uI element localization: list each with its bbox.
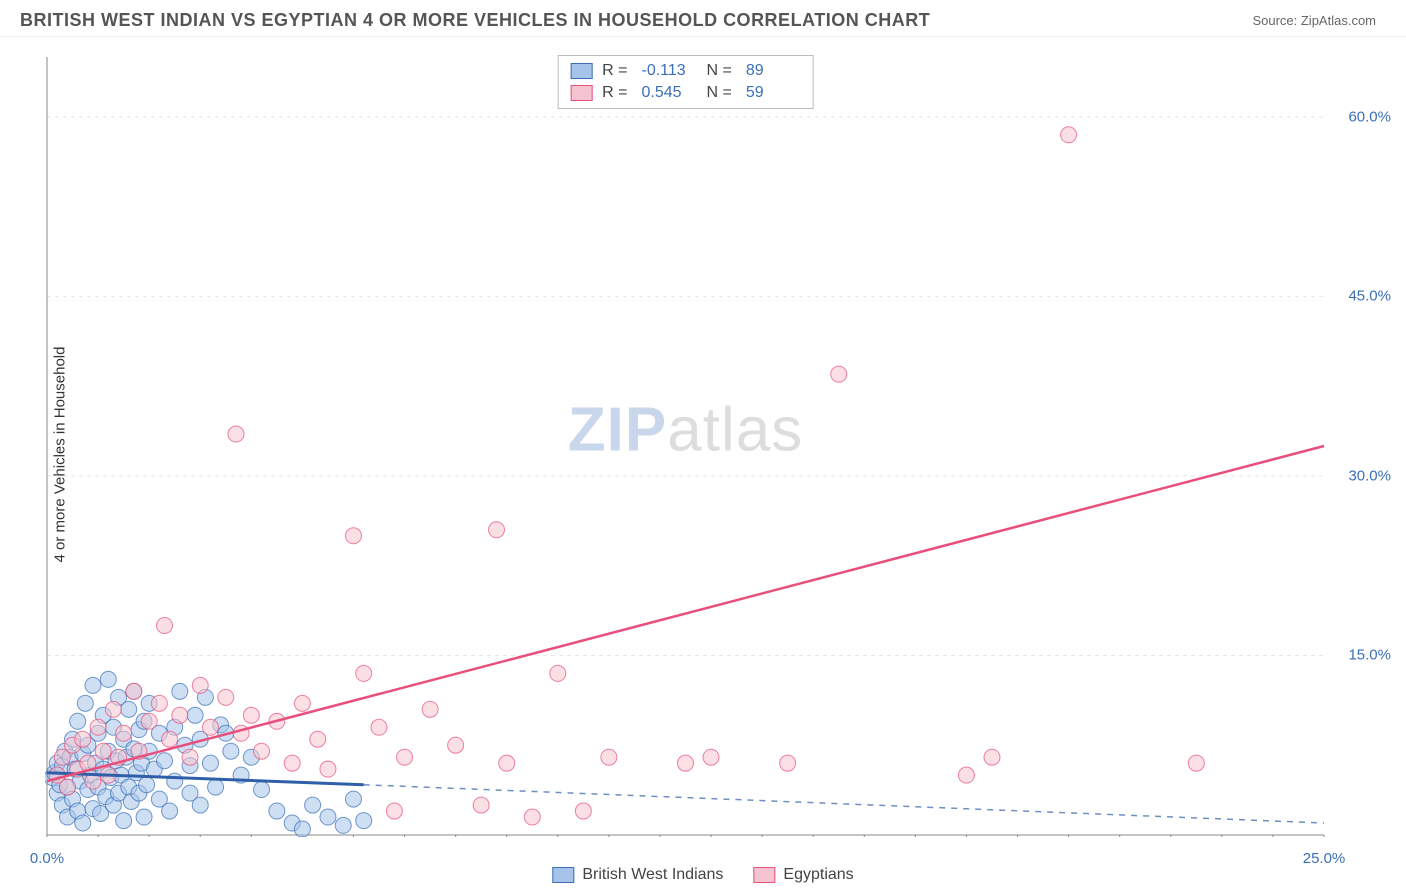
x-tick: 0.0%: [30, 850, 64, 867]
legend-label-egy: Egyptians: [783, 866, 853, 884]
n-value-bwi: 89: [746, 62, 801, 80]
y-tick: 45.0%: [1348, 288, 1391, 305]
header-bar: BRITISH WEST INDIAN VS EGYPTIAN 4 OR MOR…: [0, 0, 1406, 37]
r-label: R =: [602, 62, 627, 80]
legend-row-egy: R = 0.545 N = 59: [570, 82, 801, 104]
legend-row-bwi: R = -0.113 N = 89: [570, 60, 801, 82]
y-tick: 30.0%: [1348, 467, 1391, 484]
r-value-egy: 0.545: [642, 84, 697, 102]
legend-item-egy: Egyptians: [753, 866, 853, 884]
source-attribution: Source: ZipAtlas.com: [1252, 13, 1376, 28]
chart-area: 4 or more Vehicles in Household 15.0%30.…: [45, 55, 1326, 837]
legend-item-bwi: British West Indians: [552, 866, 723, 884]
correlation-legend: R = -0.113 N = 89 R = 0.545 N = 59: [557, 55, 814, 109]
legend-label-bwi: British West Indians: [582, 866, 723, 884]
r-label: R =: [602, 84, 627, 102]
swatch-egy: [753, 867, 775, 883]
swatch-egy: [570, 85, 592, 101]
series-legend: British West Indians Egyptians: [552, 866, 853, 884]
y-tick: 60.0%: [1348, 108, 1391, 125]
chart-title: BRITISH WEST INDIAN VS EGYPTIAN 4 OR MOR…: [20, 10, 930, 31]
y-tick: 15.0%: [1348, 647, 1391, 664]
n-label: N =: [707, 84, 732, 102]
n-value-egy: 59: [746, 84, 801, 102]
scatter-plot: [45, 55, 1326, 837]
n-label: N =: [707, 62, 732, 80]
r-value-bwi: -0.113: [642, 62, 697, 80]
swatch-bwi: [552, 867, 574, 883]
swatch-bwi: [570, 63, 592, 79]
x-tick: 25.0%: [1303, 850, 1346, 867]
